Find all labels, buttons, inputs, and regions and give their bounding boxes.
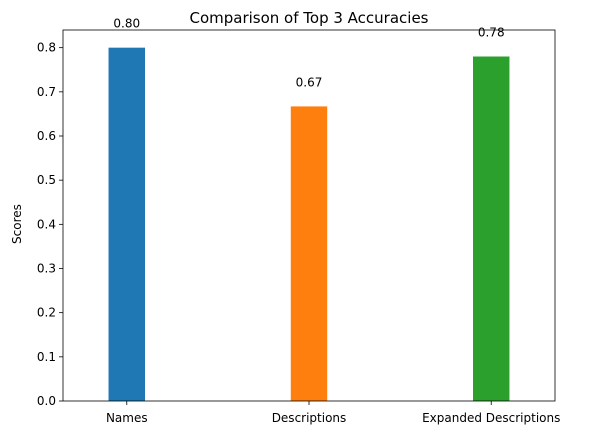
- bar-expanded-descriptions: [473, 56, 510, 401]
- y-tick-label: 0.1: [37, 350, 56, 364]
- y-axis-label: Scores: [10, 204, 24, 244]
- x-tick-label: Names: [106, 411, 148, 425]
- x-axis-ticks: Names Descriptions Expanded Descriptions: [106, 401, 560, 425]
- bar-names: [108, 47, 145, 402]
- y-tick-label: 0.0: [37, 394, 56, 408]
- value-labels-group: 0.80 0.67 0.78: [113, 17, 504, 90]
- x-tick-label: Descriptions: [272, 411, 347, 425]
- x-tick-label: Expanded Descriptions: [422, 411, 560, 425]
- bar-descriptions: [290, 106, 328, 402]
- y-tick-label: 0.6: [37, 129, 56, 143]
- y-tick-label: 0.2: [37, 306, 56, 320]
- value-label: 0.80: [113, 17, 140, 31]
- y-tick-label: 0.4: [37, 217, 56, 231]
- y-tick-label: 0.8: [37, 41, 56, 55]
- y-axis-ticks: 0.0 0.1 0.2 0.3 0.4 0.5 0.6 0.7 0.8: [37, 41, 63, 408]
- chart-title: Comparison of Top 3 Accuracies: [189, 9, 428, 27]
- value-label: 0.67: [296, 75, 323, 89]
- bars-group: [108, 47, 510, 402]
- y-tick-label: 0.7: [37, 85, 56, 99]
- plot-frame: [62, 29, 556, 402]
- value-label: 0.78: [478, 26, 505, 40]
- y-tick-label: 0.5: [37, 173, 56, 187]
- y-tick-label: 0.3: [37, 262, 56, 276]
